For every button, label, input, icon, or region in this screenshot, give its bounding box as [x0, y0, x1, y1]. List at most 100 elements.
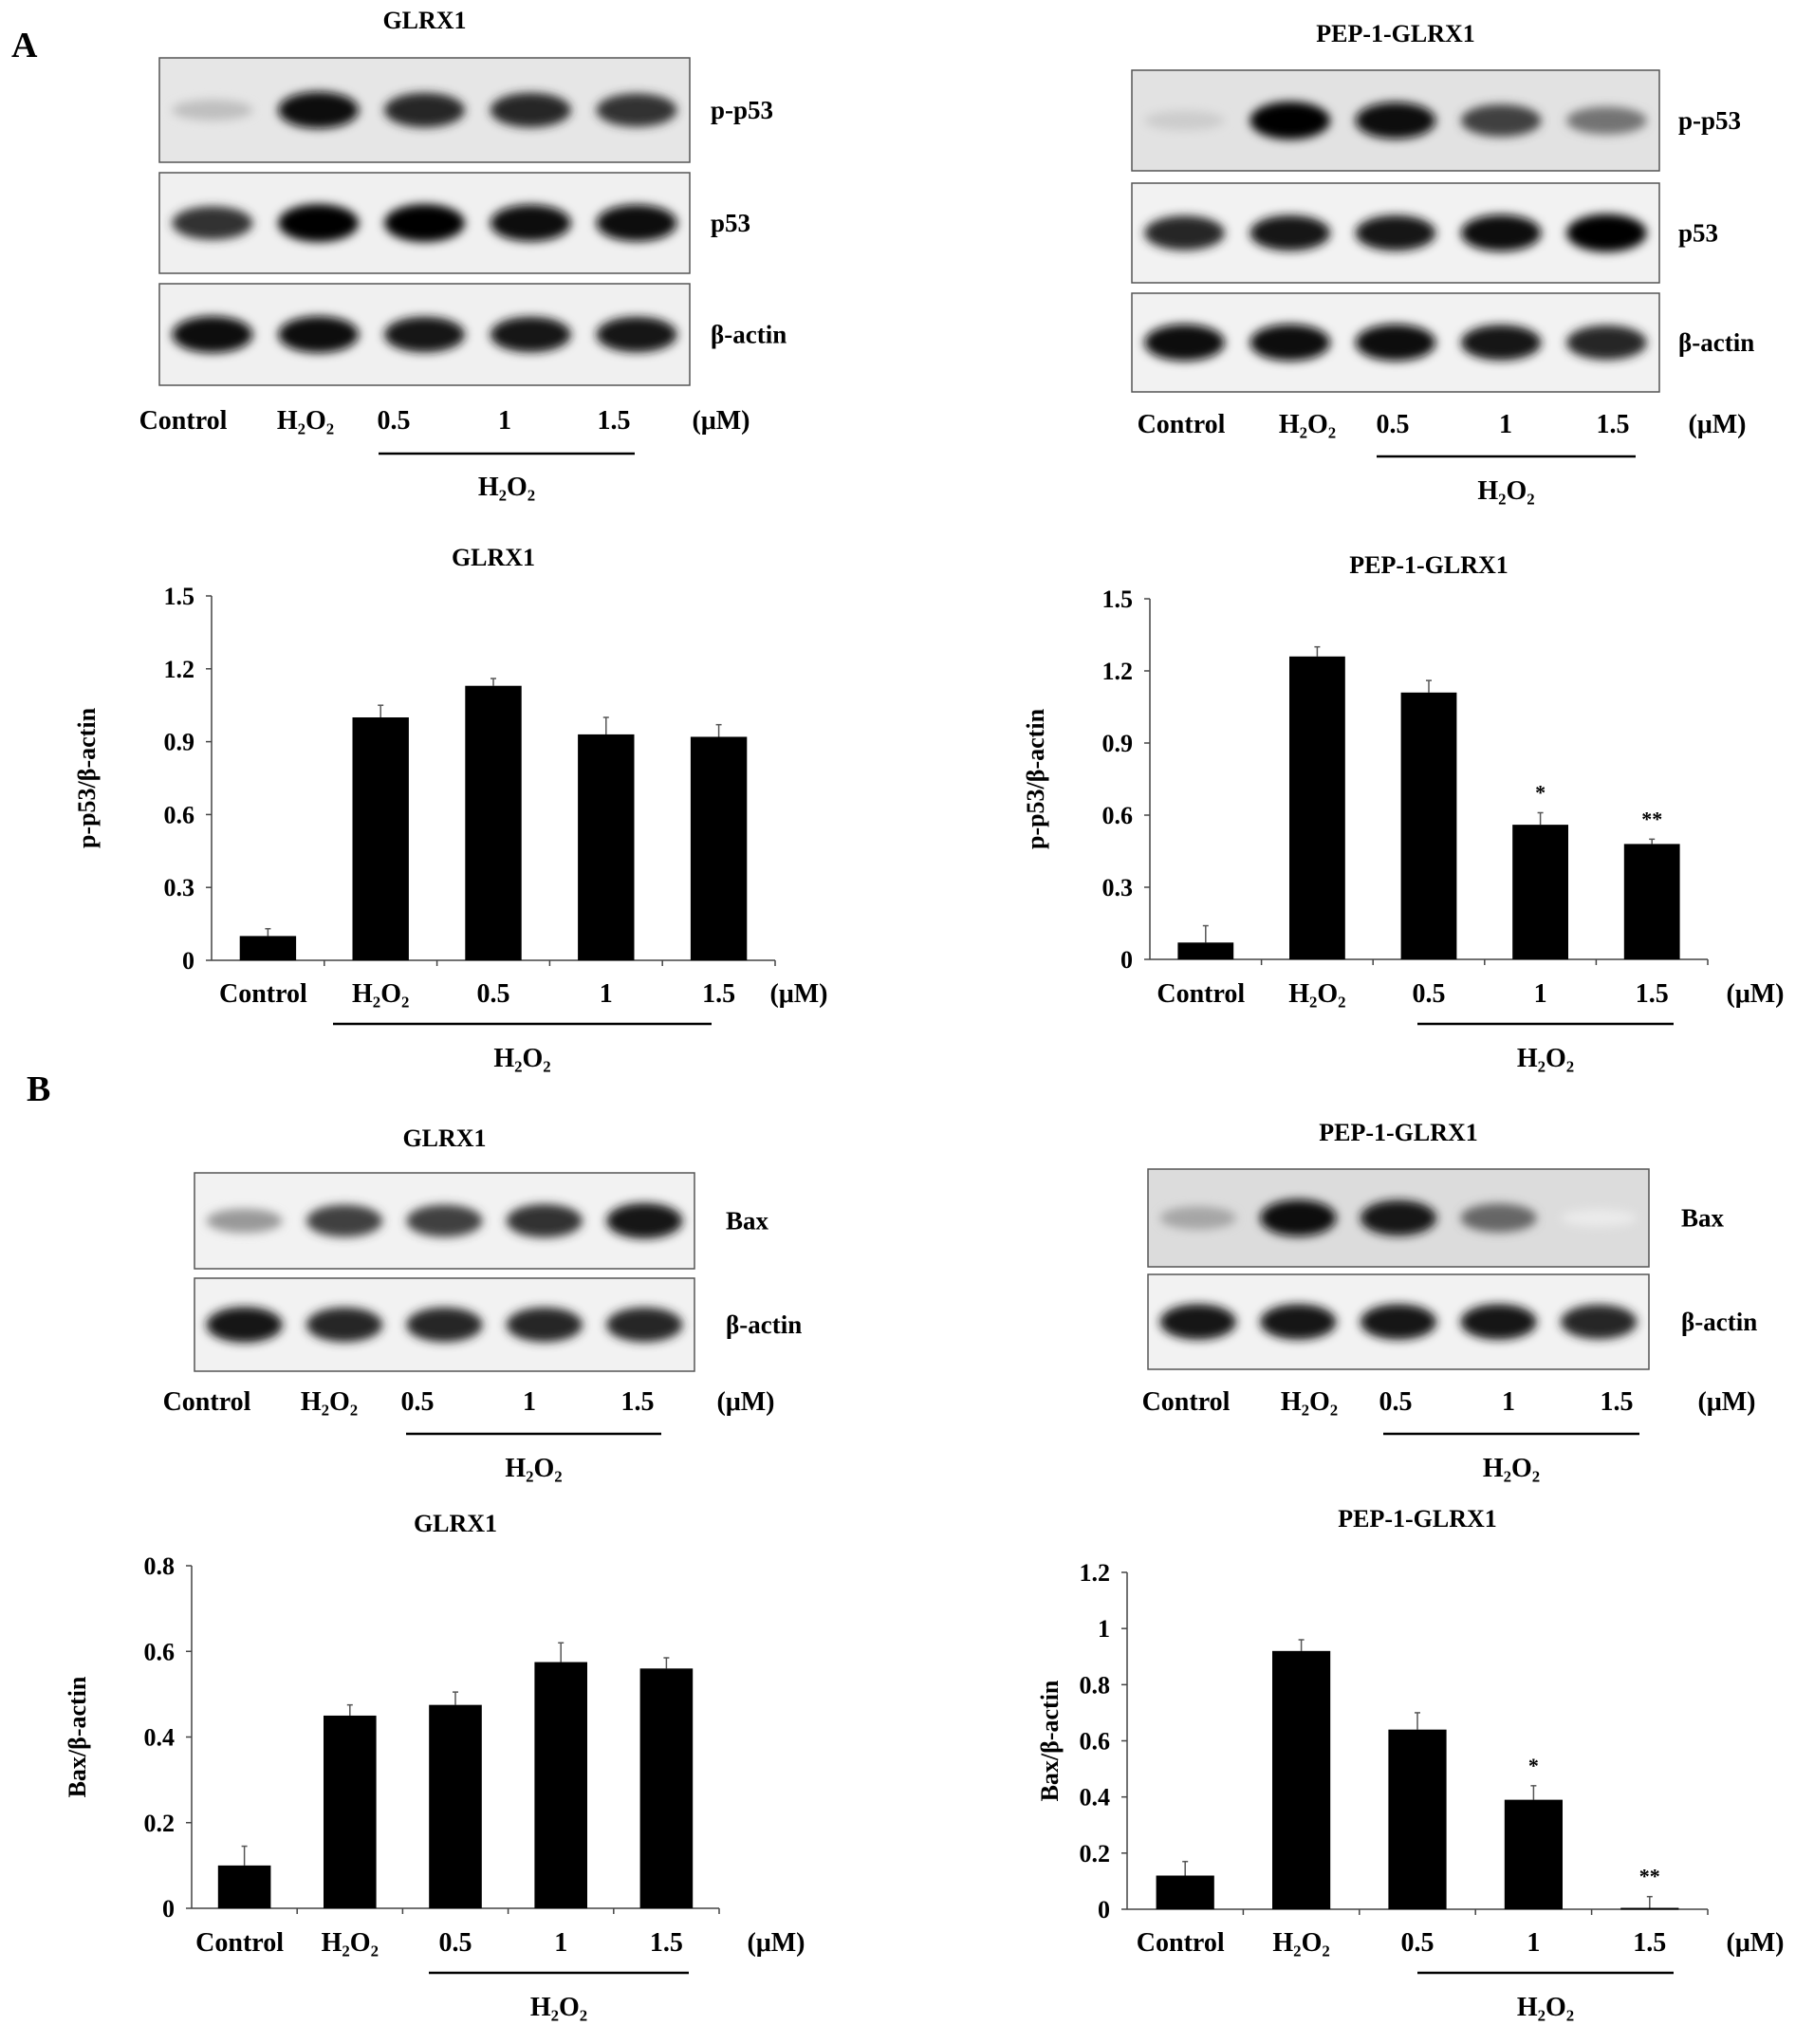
bar: [429, 1704, 482, 1908]
y-tick-label: 0.9: [1102, 730, 1134, 757]
blot-band: [172, 316, 253, 353]
unit-label: (μM): [770, 979, 828, 1009]
blot-band: [384, 316, 465, 353]
blot-band: [490, 204, 571, 242]
lane-label: Control: [1138, 410, 1226, 439]
x-tick-label: 1.5: [1636, 979, 1669, 1009]
blot-row: β-actin: [1131, 292, 1754, 393]
x-tick-label: 0.5: [1401, 1928, 1435, 1958]
significance-marker: **: [1641, 807, 1662, 830]
lane-label: 0.5: [1379, 1387, 1413, 1417]
blot-band: [1249, 102, 1331, 139]
y-tick-label: 0.3: [1102, 874, 1134, 901]
blot-row-label: β-actin: [726, 1310, 802, 1339]
blot-band: [1260, 1199, 1337, 1236]
blot-row-label: p-p53: [711, 96, 773, 124]
blot-band: [384, 92, 465, 128]
y-tick-label: 0.3: [164, 874, 195, 901]
blot-row: β-actin: [1147, 1273, 1757, 1370]
bar: [465, 685, 522, 960]
blot-row: p53: [1131, 182, 1718, 284]
blot-band: [384, 204, 465, 242]
y-tick-label: 1.5: [164, 583, 195, 610]
lane-label: 1: [1502, 1387, 1515, 1417]
x-tick-label: 0.5: [1413, 979, 1446, 1009]
lane-label: 0.5: [1377, 410, 1410, 439]
blot-band: [1159, 1304, 1236, 1340]
blot-band: [1144, 110, 1225, 131]
y-axis-label: p-p53/β-actin: [73, 707, 101, 848]
blot-band: [1460, 104, 1542, 137]
bar: [324, 1715, 377, 1908]
x-tick-label: H₂O₂: [352, 979, 409, 1009]
blot-band: [406, 1204, 483, 1237]
unit-label: (μM): [748, 1928, 805, 1958]
bar: [1289, 656, 1345, 959]
blot-band: [1460, 214, 1542, 251]
x-tick-label: Control: [219, 979, 307, 1009]
y-tick-label: 0.4: [144, 1724, 176, 1752]
y-axis-label: Bax/β-actin: [1036, 1680, 1064, 1801]
bar: [352, 717, 409, 960]
bar-chart-3: GLRX1 0 0.2 0.4 0.6 0.8 Bax/β-actin Control H₂O₂…: [64, 1510, 805, 2022]
bar: [239, 936, 297, 960]
y-tick-label: 1: [1098, 1615, 1110, 1643]
chart-title: PEP-1-GLRX1: [1349, 551, 1509, 579]
lane-label: 1.5: [1601, 1387, 1634, 1417]
x-tick-label: 1: [554, 1928, 567, 1958]
lane-label: 0.5: [378, 406, 411, 436]
blot-band: [172, 100, 253, 121]
y-tick-label: 0.6: [144, 1638, 176, 1665]
western-blot-4: PEP-1-GLRX1 Bax β-actin Control H₂O₂ 0.5 1 1.5 (…: [1142, 1119, 1758, 1483]
lane-label: 0.5: [401, 1387, 435, 1417]
lane-label: H₂O₂: [301, 1387, 358, 1417]
y-tick-label: 0.4: [1080, 1784, 1111, 1812]
treatment-label: H₂O₂: [478, 473, 535, 502]
blot-title: PEP-1-GLRX1: [1316, 20, 1475, 47]
blot-row-label: β-actin: [1678, 328, 1754, 357]
blot-row: p53: [158, 172, 750, 274]
y-tick-label: 0.9: [164, 729, 195, 756]
treatment-label: H₂O₂: [493, 1044, 550, 1073]
y-tick-label: 1.5: [1102, 585, 1134, 613]
bar-chart-2: PEP-1-GLRX1 0 0.3 0.6 0.9 1.2 1.5 p-p53/β-actin…: [1022, 551, 1784, 1073]
y-tick-label: 1.2: [1102, 658, 1134, 685]
blot-band: [490, 92, 571, 128]
lane-label: 1.5: [1597, 410, 1630, 439]
bar: [1400, 692, 1457, 959]
blot-row: β-actin: [158, 283, 787, 386]
chart-title: GLRX1: [414, 1510, 497, 1537]
treatment-label: H₂O₂: [1483, 1454, 1540, 1483]
blot-row: p-p53: [158, 57, 773, 163]
blot-band: [1355, 324, 1436, 362]
western-blot-3: GLRX1 Bax β-actin Control H₂O₂ 0.5 1 1.5 (μM) H₂O…: [163, 1124, 803, 1483]
treatment-label: H₂O₂: [530, 1993, 587, 2022]
chart-title: GLRX1: [452, 544, 535, 571]
y-axis-label: p-p53/β-actin: [1022, 708, 1049, 849]
blot-band: [1460, 1203, 1537, 1233]
bar: [534, 1662, 587, 1908]
x-tick-label: 1.5: [702, 979, 735, 1009]
blot-band: [1566, 214, 1647, 252]
blot-band: [406, 1307, 483, 1343]
y-tick-label: 0.6: [1080, 1728, 1111, 1756]
blot-band: [596, 204, 677, 242]
bar: [1620, 1907, 1679, 1910]
blot-row: Bax: [1147, 1168, 1725, 1268]
bar: [217, 1865, 271, 1908]
lane-label: 1: [523, 1387, 536, 1417]
x-tick-label: H₂O₂: [1288, 979, 1345, 1009]
blot-band: [172, 206, 253, 240]
unit-label: (μM): [1698, 1387, 1756, 1417]
blot-row-label: β-actin: [711, 321, 787, 349]
bar: [1504, 1799, 1563, 1909]
lane-label: H₂O₂: [1281, 1387, 1338, 1417]
lane-label: 1: [498, 406, 511, 436]
blot-band: [306, 1204, 383, 1237]
blot-row-label: β-actin: [1681, 1308, 1757, 1336]
y-tick-label: 0: [162, 1895, 175, 1923]
blot-band: [1360, 1199, 1437, 1236]
panel-label-a: A: [11, 26, 38, 65]
x-tick-label: 1: [600, 979, 613, 1009]
